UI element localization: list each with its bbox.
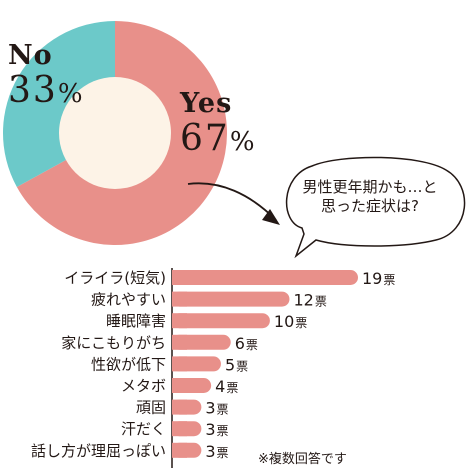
pie-label-yes-pct: 67% xyxy=(180,121,257,157)
bar-value-number: 3 xyxy=(205,442,215,461)
bar-mark xyxy=(172,291,290,307)
footnote: ※複数回答です xyxy=(258,452,347,467)
pie-percent-sign-no: % xyxy=(57,79,85,109)
bar-mark-base xyxy=(172,399,187,415)
pie-label-yes: Yes 67% xyxy=(180,90,257,157)
bar-category-label: 頑固 xyxy=(136,399,166,417)
bar-mark-base xyxy=(172,270,187,285)
bar-value-unit: 票 xyxy=(217,424,229,438)
pie-label-no-pct: 33% xyxy=(8,73,85,109)
bar-value-unit: 票 xyxy=(295,316,307,330)
bar-value-label: 4票 xyxy=(215,377,238,396)
bar-mark-base xyxy=(172,334,187,350)
pie-percent-sign-yes: % xyxy=(229,127,257,157)
bar-value-label: 10票 xyxy=(274,312,307,331)
bar-value-unit: 票 xyxy=(217,446,229,460)
bar-value-number: 6 xyxy=(235,334,245,353)
pie-label-no: No 33% xyxy=(8,42,85,109)
bar-value-unit: 票 xyxy=(246,338,258,352)
bar-value-label: 3票 xyxy=(205,442,228,461)
speech-bubble xyxy=(285,156,466,259)
bar-value-unit: 票 xyxy=(236,359,248,373)
bubble-question: 男性更年期かも…と思った症状は? xyxy=(302,178,438,215)
arrow-head-icon xyxy=(262,209,280,225)
bar-value-number: 12 xyxy=(293,291,313,310)
bar-category-label: 疲れやすい xyxy=(91,291,166,309)
bar-mark-base xyxy=(172,378,187,393)
bar-value-number: 5 xyxy=(225,355,235,374)
bar-mark-base xyxy=(172,356,187,372)
bar-value-number: 3 xyxy=(205,399,215,418)
bar-value-unit: 票 xyxy=(226,381,238,395)
bar-value-number: 3 xyxy=(205,420,215,439)
bar-mark-base xyxy=(172,421,187,437)
bar-category-label: 話し方が理屈っぽい xyxy=(31,442,166,460)
pie-label-no-word: No xyxy=(8,40,53,71)
bar-category-label: 家にこもりがち xyxy=(61,334,166,352)
bar-value-label: 3票 xyxy=(205,420,228,439)
bar-mark-base xyxy=(172,291,187,307)
bar-value-label: 12票 xyxy=(293,291,326,310)
bar-value-unit: 票 xyxy=(383,273,395,287)
bar-value-number: 10 xyxy=(274,312,294,331)
bar-category-label: 睡眠障害 xyxy=(106,312,166,330)
bar-value-label: 5票 xyxy=(225,355,248,374)
bar-value-number: 4 xyxy=(215,377,225,396)
bar-mark-base xyxy=(172,313,187,329)
pie-value-yes: 67 xyxy=(180,118,230,159)
bar-mark xyxy=(172,313,270,329)
bar-value-number: 19 xyxy=(362,269,382,288)
pie-value-no: 33 xyxy=(8,70,58,111)
arrow-line-icon xyxy=(187,182,277,221)
bar-category-label: 性欲が低下 xyxy=(91,355,166,373)
bar-value-label: 19票 xyxy=(362,269,395,288)
pie-label-yes-word: Yes xyxy=(180,88,233,119)
donut-center xyxy=(59,77,171,189)
bar-value-label: 6票 xyxy=(235,334,258,353)
bar-value-unit: 票 xyxy=(315,295,327,309)
bar-category-label: 汗だく xyxy=(121,420,166,438)
bar-mark-base xyxy=(172,442,187,458)
bar-category-label: メタボ xyxy=(121,377,166,395)
bar-value-unit: 票 xyxy=(217,403,229,417)
bar-mark xyxy=(172,270,358,285)
bar-category-label: イライラ(短気) xyxy=(64,269,166,287)
bar-value-label: 3票 xyxy=(205,399,228,418)
